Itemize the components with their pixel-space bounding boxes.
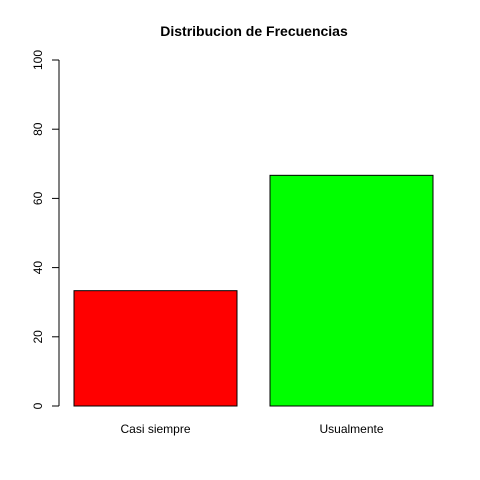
- y-tick-label: 20: [31, 330, 45, 344]
- y-axis: 0 20 40 60 80 100: [31, 50, 60, 409]
- y-tick-label: 100: [31, 50, 45, 70]
- x-category-label: Usualmente: [319, 422, 383, 436]
- y-tick-label: 80: [31, 122, 45, 136]
- x-labels-group: Casi siempre Usualmente: [120, 422, 383, 436]
- bars-group: [73, 174, 434, 407]
- bar: [269, 174, 434, 407]
- y-tick-label: 40: [31, 261, 45, 275]
- x-category-label: Casi siempre: [120, 422, 190, 436]
- y-tick-label: 0: [31, 402, 45, 409]
- y-tick-label: 60: [31, 191, 45, 205]
- bar: [73, 290, 238, 407]
- chart-title: Distribucion de Frecuencias: [160, 23, 348, 39]
